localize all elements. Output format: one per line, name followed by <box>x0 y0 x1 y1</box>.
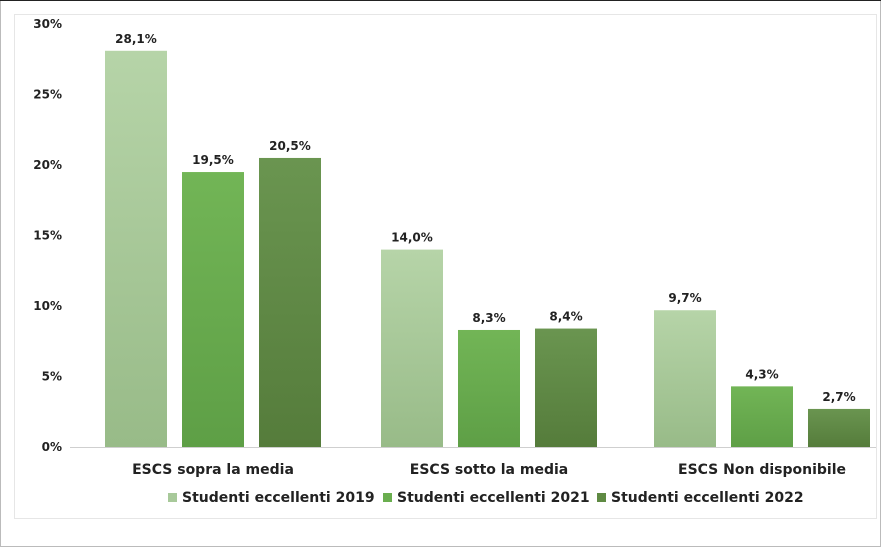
legend-label: Studenti eccellenti 2019 <box>182 490 375 506</box>
bar <box>458 329 520 447</box>
legend-label: Studenti eccellenti 2021 <box>397 490 590 506</box>
y-tick-label: 25% <box>33 88 62 102</box>
y-tick-label: 15% <box>33 229 62 243</box>
y-tick-label: 5% <box>42 370 62 384</box>
data-label: 19,5% <box>192 153 234 167</box>
category-labels: ESCS sopra la media ESCS sotto la media ES… <box>132 462 846 478</box>
data-labels-group: 28,1% 19,5% 20,5% 14,0% 8,3% 8,4% 9,7% 4,3% 2,7% <box>115 32 855 404</box>
y-tick-label: 20% <box>33 158 62 172</box>
data-label: 14,0% <box>391 231 433 245</box>
legend-swatch <box>597 493 606 502</box>
bar <box>808 408 870 447</box>
legend-swatch <box>168 493 177 502</box>
data-label: 4,3% <box>745 367 778 381</box>
legend-label: Studenti eccellenti 2022 <box>611 490 804 506</box>
bars-group <box>105 50 870 448</box>
data-label: 9,7% <box>668 291 701 305</box>
bar <box>259 157 321 447</box>
category-label: ESCS sotto la media <box>410 462 568 478</box>
bar <box>654 310 716 447</box>
category-label: ESCS Non disponibile <box>678 462 846 478</box>
y-tick-label: 10% <box>33 299 62 313</box>
bar <box>381 249 443 447</box>
bar <box>731 386 793 447</box>
data-label: 28,1% <box>115 32 157 46</box>
data-label: 8,4% <box>549 310 582 324</box>
data-label: 2,7% <box>822 390 855 404</box>
data-label: 20,5% <box>269 139 311 153</box>
category-label: ESCS sopra la media <box>132 462 294 478</box>
y-axis: 0% 5% 10% 15% 20% 25% 30% <box>33 17 62 454</box>
legend-swatch <box>383 493 392 502</box>
bar <box>105 50 167 447</box>
bar <box>182 172 244 448</box>
y-tick-label: 0% <box>42 440 62 454</box>
data-label: 8,3% <box>472 311 505 325</box>
plot-area-border <box>14 14 877 519</box>
bar <box>535 328 597 447</box>
legend: Studenti eccellenti 2019 Studenti eccelle… <box>168 490 804 506</box>
y-tick-label: 30% <box>33 17 62 31</box>
